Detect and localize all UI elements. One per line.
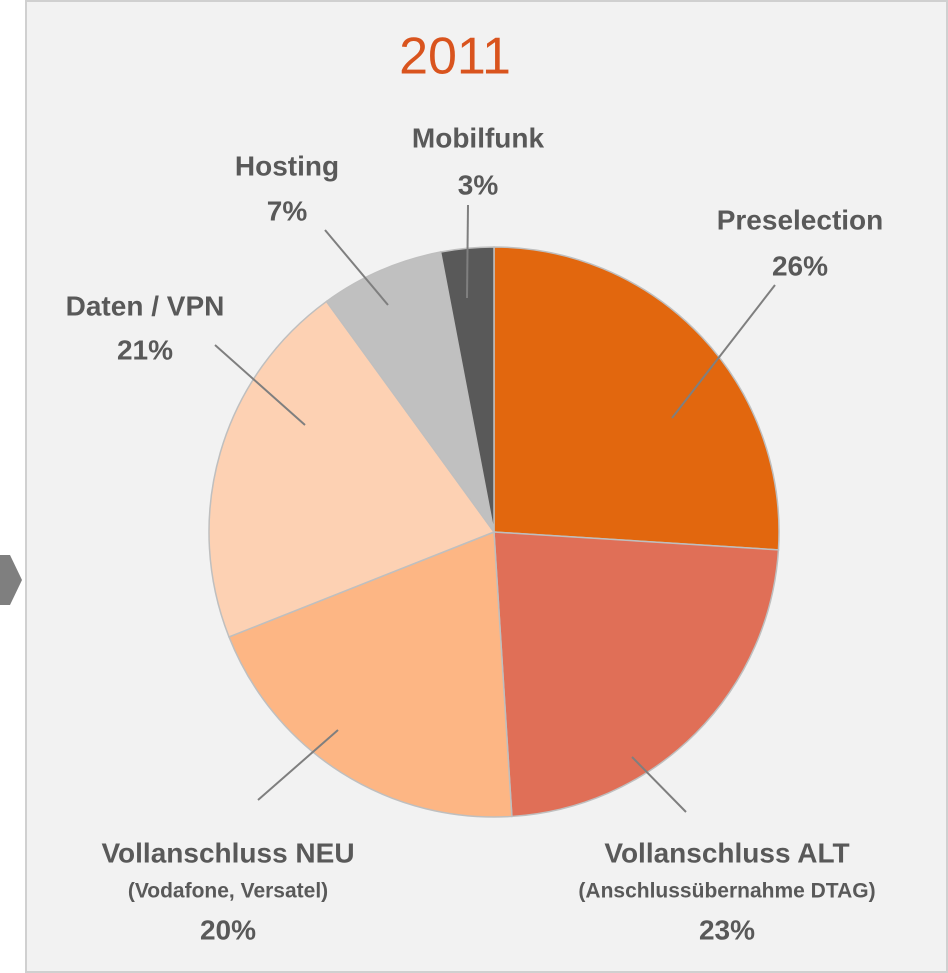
slice-value-label: 26% [772, 250, 828, 281]
pie-slice [208, 300, 496, 638]
leader-line [631, 756, 687, 813]
pie-slice [325, 251, 495, 533]
pie-slice [493, 531, 780, 818]
slice-value-label: 3% [458, 169, 499, 200]
leader-line [257, 729, 339, 801]
slice-value-label: 20% [200, 914, 256, 945]
leader-line [671, 284, 776, 419]
pie-slice [493, 246, 780, 551]
leader-line [214, 344, 306, 426]
slice-label: Vollanschluss ALT [604, 837, 849, 868]
slice-label: Vollanschluss NEU [101, 837, 354, 868]
slice-value-label: 7% [267, 195, 308, 226]
slice-value-label: 23% [699, 914, 755, 945]
slice-note: (Anschlussübernahme DTAG) [578, 880, 875, 903]
slice-label: Hosting [235, 150, 339, 181]
slice-label: Mobilfunk [412, 122, 545, 153]
pie-slice [228, 530, 513, 818]
chart-title: 2011 [399, 28, 511, 86]
slice-value-label: 21% [117, 334, 173, 365]
leader-line [324, 229, 389, 306]
slice-label: Daten / VPN [66, 290, 225, 321]
slice-label: Preselection [717, 204, 884, 235]
nav-arrow [0, 555, 22, 605]
slice-note: (Vodafone, Versatel) [128, 880, 328, 903]
leader-line [466, 204, 469, 299]
